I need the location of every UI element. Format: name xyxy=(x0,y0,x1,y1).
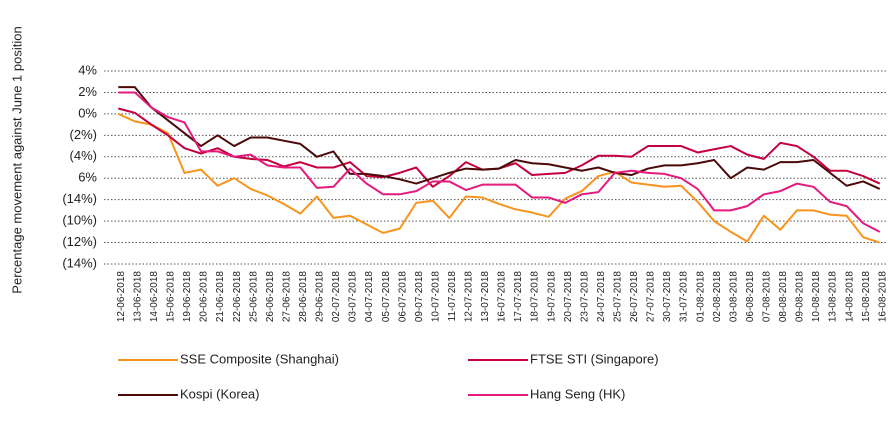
x-tick-label: 26-07-2018 xyxy=(629,271,640,323)
x-tick-label: 14-06-2018 xyxy=(149,271,160,323)
x-tick-label: 29-06-2018 xyxy=(315,271,326,323)
y-tick-label: (12%) xyxy=(62,234,97,249)
x-tick-label: 20-06-2018 xyxy=(199,271,210,323)
x-tick-label: 05-07-2018 xyxy=(381,271,392,323)
x-tick-label: 10-07-2018 xyxy=(430,271,441,323)
x-tick-label: 15-06-2018 xyxy=(166,271,177,323)
y-tick-label: 4% xyxy=(78,62,97,77)
x-tick-label: 19-06-2018 xyxy=(182,271,193,323)
x-tick-label: 10-08-2018 xyxy=(811,271,822,323)
x-tick-label: 17-07-2018 xyxy=(513,271,524,323)
x-tick-label: 25-06-2018 xyxy=(248,271,259,323)
y-tick-label: (2%) xyxy=(70,127,97,142)
y-tick-label: (10%) xyxy=(62,213,97,228)
x-tick-label: 16-08-2018 xyxy=(877,271,888,323)
x-tick-label: 03-07-2018 xyxy=(348,271,359,323)
x-tick-label: 16-07-2018 xyxy=(497,271,508,323)
x-tick-label: 22-06-2018 xyxy=(232,271,243,323)
x-tick-label: 27-06-2018 xyxy=(281,271,292,323)
x-tick-label: 15-08-2018 xyxy=(861,271,872,323)
series-line xyxy=(117,112,881,244)
x-tick-label: 06-08-2018 xyxy=(745,271,756,323)
x-tick-label: 20-07-2018 xyxy=(563,271,574,323)
x-tick-label: 06-07-2018 xyxy=(397,271,408,323)
series-line xyxy=(118,86,881,190)
y-tick-label: (4%) xyxy=(70,148,97,163)
x-tick-label: 02-07-2018 xyxy=(331,271,342,323)
x-tick-label: 31-07-2018 xyxy=(679,271,690,323)
legend-label: SSE Composite (Shanghai) xyxy=(180,351,339,366)
x-tick-label: 30-07-2018 xyxy=(662,271,673,323)
x-tick-label: 18-07-2018 xyxy=(530,271,541,323)
x-tick-label: 03-08-2018 xyxy=(728,271,739,323)
legend-label: Kospi (Korea) xyxy=(180,386,259,401)
x-tick-label: 13-06-2018 xyxy=(132,271,143,323)
y-axis-label: Percentage movement against June 1 posit… xyxy=(9,26,24,293)
x-tick-label: 08-08-2018 xyxy=(778,271,789,323)
series-line xyxy=(118,107,881,188)
legend-label: FTSE STI (Singapore) xyxy=(530,351,659,366)
x-tick-label: 02-08-2018 xyxy=(712,271,723,323)
series-line xyxy=(118,91,881,233)
legend-label: Hang Seng (HK) xyxy=(530,386,625,401)
y-tick-label: 2% xyxy=(78,84,97,99)
x-tick-label: 14-08-2018 xyxy=(844,271,855,323)
y-tick-label: (14%) xyxy=(62,191,97,206)
x-tick-label: 27-07-2018 xyxy=(646,271,657,323)
x-tick-label: 13-07-2018 xyxy=(480,271,491,323)
x-tick-label: 07-08-2018 xyxy=(761,271,772,323)
x-tick-label: 23-07-2018 xyxy=(579,271,590,323)
y-tick-label: (14%) xyxy=(62,255,97,270)
x-tick-label: 13-08-2018 xyxy=(828,271,839,323)
x-tick-label: 26-06-2018 xyxy=(265,271,276,323)
y-tick-label: 6% xyxy=(78,170,97,185)
x-tick-label: 11-07-2018 xyxy=(447,271,458,322)
x-tick-label: 09-07-2018 xyxy=(414,271,425,323)
x-tick-label: 09-08-2018 xyxy=(795,271,806,323)
x-tick-label: 01-08-2018 xyxy=(695,271,706,323)
x-tick-label: 28-06-2018 xyxy=(298,271,309,323)
y-tick-label: 0% xyxy=(78,105,97,120)
x-tick-label: 25-07-2018 xyxy=(613,271,624,323)
x-tick-label: 12-07-2018 xyxy=(464,271,475,323)
x-tick-label: 19-07-2018 xyxy=(546,271,557,323)
x-tick-label: 12-06-2018 xyxy=(116,271,127,323)
x-tick-label: 04-07-2018 xyxy=(364,271,375,323)
x-tick-label: 24-07-2018 xyxy=(596,271,607,323)
x-tick-label: 21-06-2018 xyxy=(215,271,226,323)
